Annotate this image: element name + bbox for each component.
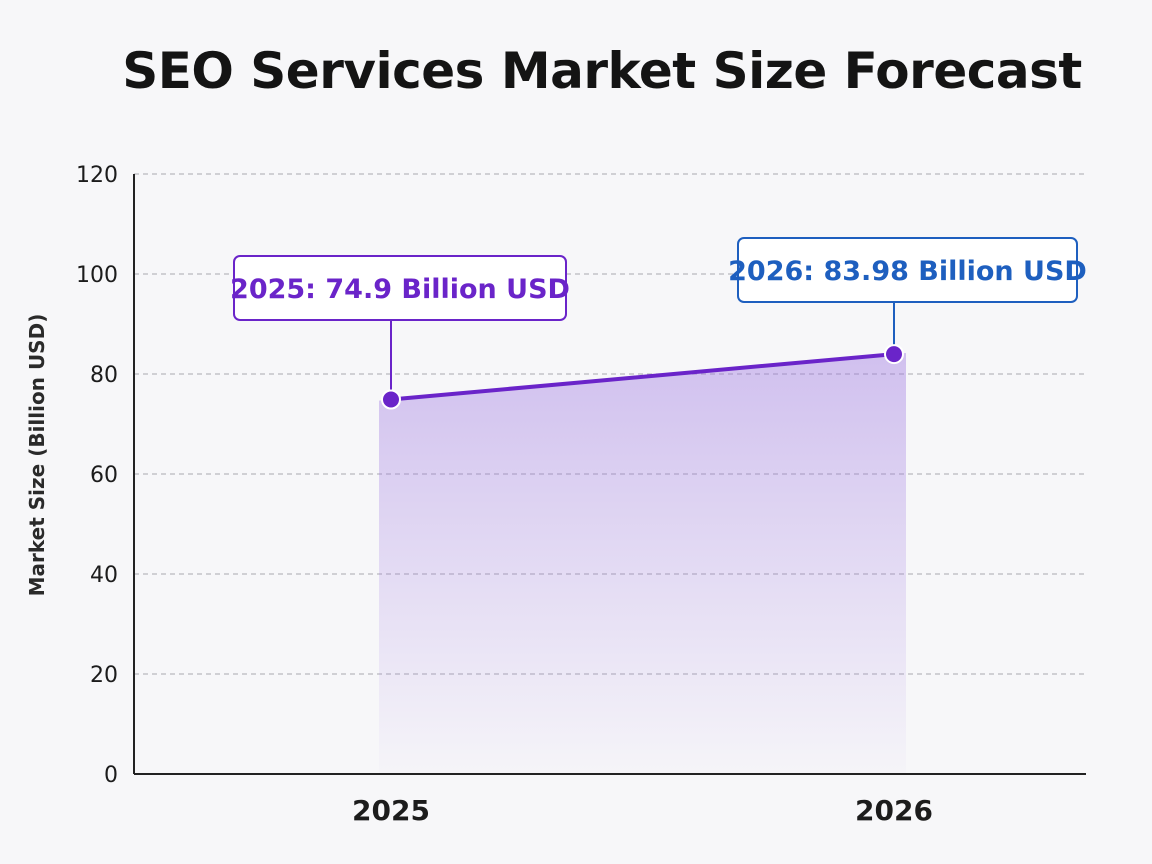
annotation-box: [233, 255, 567, 321]
annotations: 2025: 74.9 Billion USD 2026: 83.98 Billio…: [230, 237, 1087, 392]
y-tick-label: 100: [76, 263, 118, 288]
data-points: [381, 344, 904, 410]
data-point[interactable]: [884, 344, 904, 365]
annotation-callout: 2026: 83.98 Billion USD: [728, 237, 1087, 347]
area-fill-layer: [379, 353, 906, 774]
series-line: [389, 352, 896, 402]
x-tick-label: 2026: [855, 794, 933, 827]
y-axis-label: Market Size (Billion USD): [25, 314, 49, 597]
y-tick-label: 40: [90, 563, 118, 588]
annotation-box: [737, 237, 1078, 303]
series-line-layer: [389, 352, 896, 402]
annotation-callout: 2025: 74.9 Billion USD: [230, 255, 570, 392]
chart-title: SEO Services Market Size Forecast: [122, 42, 1082, 100]
y-tick-label: 60: [90, 463, 118, 488]
area-fill: [379, 353, 906, 774]
axes: [133, 174, 1086, 775]
annotation-label: 2025: 74.9 Billion USD: [230, 274, 570, 305]
x-tick-label: 2025: [352, 794, 430, 827]
y-tick-label: 120: [76, 163, 118, 188]
y-tick-label: 20: [90, 663, 118, 688]
y-tick-label: 80: [90, 363, 118, 388]
y-tick-label: 0: [104, 763, 118, 788]
annotation-label: 2026: 83.98 Billion USD: [728, 256, 1087, 287]
tick-labels: 0 20 40 60 80 100 120 2025 2026: [76, 163, 933, 827]
data-point[interactable]: [381, 389, 401, 410]
